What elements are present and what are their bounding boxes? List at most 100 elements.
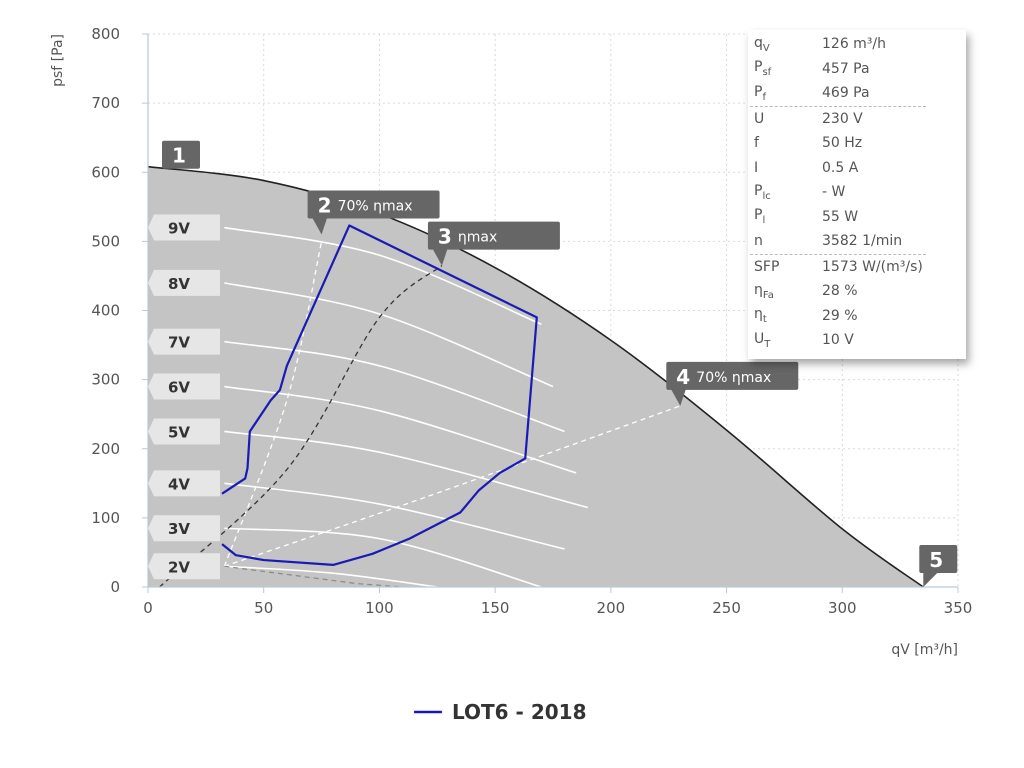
low-flow-dashed-line — [224, 565, 403, 588]
voltage-tag-5V: 5V — [148, 418, 220, 445]
voltage-curve-9V — [224, 226, 542, 326]
info-value: 55 W — [822, 208, 859, 225]
marker-caption: 70% ηmax — [696, 370, 771, 386]
info-symbol: Plc — [754, 182, 771, 202]
voltage-tag-box — [148, 269, 220, 296]
voltage-tag-box — [148, 328, 220, 355]
marker-box — [666, 361, 799, 390]
info-symbol: ηFa — [754, 281, 774, 301]
info-value: 1573 W/(m³/s) — [822, 258, 923, 275]
marker-box — [919, 545, 958, 573]
info-group-flow: qV 126 m³/h Psf 457 Pa Pf 469 Pa — [748, 32, 966, 106]
info-separator — [750, 253, 926, 255]
info-row: U 230 V — [748, 107, 966, 132]
voltage-tag-box — [148, 418, 220, 445]
marker-caption: 70% ηmax — [338, 198, 413, 214]
marker-3: 3 ηmax — [427, 221, 560, 266]
x-tick-label: 100 — [365, 599, 394, 617]
marker-2: 2 70% ηmax — [307, 190, 440, 235]
info-symbol: Psf — [754, 59, 772, 79]
operating-area — [148, 166, 924, 587]
info-row: UT 10 V — [748, 328, 966, 353]
voltage-tag-label: 8V — [168, 275, 190, 293]
voltage-tag-label: 7V — [168, 334, 190, 352]
voltage-curve-8V — [224, 282, 554, 388]
marker-number: 3 — [438, 225, 452, 249]
voltage-tag-box — [148, 553, 220, 580]
lot6-area-outline — [221, 224, 538, 566]
info-group-electrical: U 230 V f 50 Hz I 0.5 A Plc - W Pl 55 W n 3582 1/mi… — [748, 107, 966, 254]
y-tick-label: 300 — [91, 371, 120, 389]
y-tick-label: 200 — [91, 440, 120, 458]
info-symbol: n — [754, 233, 763, 250]
marker-box — [162, 140, 200, 169]
info-value: 3582 1/min — [822, 233, 903, 250]
voltage-tag-8V: 8V — [148, 269, 220, 296]
marker-number: 2 — [318, 193, 332, 217]
info-row: n 3582 1/min — [748, 229, 966, 254]
y-tick-label: 600 — [91, 163, 120, 181]
y-tick-label: 700 — [91, 94, 120, 112]
info-value: - W — [822, 184, 846, 201]
marker-caption: ηmax — [458, 230, 497, 246]
marker-pointer — [431, 247, 448, 266]
info-row: f 50 Hz — [748, 131, 966, 156]
eta-line-3 — [159, 265, 443, 588]
info-symbol: UT — [754, 330, 771, 350]
legend-label: LOT6 - 2018 — [452, 700, 586, 724]
voltage-curve-6V — [224, 385, 577, 474]
voltage-curve-7V — [224, 340, 565, 433]
eta-line-2 — [223, 241, 323, 567]
info-separator — [750, 105, 926, 107]
max-pressure-curve — [147, 165, 924, 588]
info-row: Pl 55 W — [748, 205, 966, 230]
voltage-tag-7V: 7V — [148, 328, 220, 355]
voltage-tag-4V: 4V — [148, 470, 220, 497]
voltage-tag-box — [148, 470, 220, 497]
info-value: 29 % — [822, 307, 858, 324]
info-group-efficiency: SFP 1573 W/(m³/s) ηFa 28 % ηt 29 % UT 10 V — [748, 255, 966, 353]
voltage-tag-label: 2V — [168, 558, 190, 576]
marker-number: 5 — [929, 548, 943, 572]
voltage-curve-4V — [224, 482, 565, 550]
voltage-tag-label: 4V — [168, 475, 190, 493]
info-value: 0.5 A — [822, 159, 859, 176]
marker-pointer — [670, 387, 687, 406]
voltage-tag-box — [148, 515, 220, 542]
info-row: I 0.5 A — [748, 156, 966, 181]
info-symbol: I — [754, 159, 759, 176]
info-row: Psf 457 Pa — [748, 57, 966, 82]
y-tick-label: 500 — [91, 232, 120, 250]
info-symbol: Pl — [754, 207, 766, 227]
y-tick-label: 800 — [91, 25, 120, 43]
voltage-tag-box — [148, 373, 220, 400]
info-value: 50 Hz — [822, 135, 863, 152]
x-tick-label: 350 — [944, 599, 973, 617]
info-row: ηFa 28 % — [748, 279, 966, 304]
info-row: Plc - W — [748, 180, 966, 205]
info-symbol: ηt — [754, 306, 767, 326]
info-row: ηt 29 % — [748, 304, 966, 329]
info-row: qV 126 m³/h — [748, 32, 966, 57]
voltage-tag-label: 3V — [168, 520, 190, 538]
info-value: 10 V — [822, 332, 854, 349]
info-value: 230 V — [822, 110, 863, 127]
marker-4: 4 70% ηmax — [666, 361, 799, 406]
voltage-curve-5V — [224, 430, 588, 509]
x-tick-label: 0 — [143, 599, 153, 617]
marker-pointer — [923, 571, 940, 587]
marker-pointer — [311, 216, 328, 235]
x-tick-label: 150 — [481, 599, 510, 617]
y-tick-label: 0 — [110, 578, 120, 596]
info-value: 126 m³/h — [822, 36, 887, 53]
voltage-curve-3V — [224, 527, 542, 588]
x-tick-label: 250 — [712, 599, 741, 617]
info-panel: qV 126 m³/h Psf 457 Pa Pf 469 Pa U 230 V f 50 Hz… — [748, 30, 966, 359]
marker-5: 5 — [919, 545, 958, 587]
info-symbol: Pf — [754, 83, 766, 103]
marker-number: 4 — [676, 365, 690, 389]
info-row: Pf 469 Pa — [748, 81, 966, 106]
y-tick-label: 100 — [91, 509, 120, 527]
info-symbol: SFP — [754, 258, 780, 275]
voltage-tag-9V: 9V — [148, 214, 220, 241]
